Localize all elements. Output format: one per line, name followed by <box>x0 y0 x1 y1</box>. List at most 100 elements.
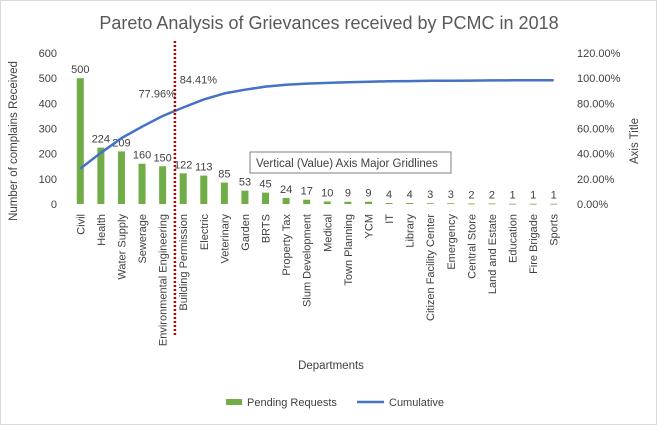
right-tick-label: 80.00% <box>577 98 615 110</box>
category-label: Veterinary <box>219 214 231 264</box>
cumulative-annotations: 77.96%84.41% <box>139 74 218 100</box>
category-label: Citizen Facility Center <box>425 214 437 321</box>
left-axis-ticks: 0 100 200 300 400 500 600 <box>39 48 57 211</box>
bar <box>447 203 455 205</box>
legend-swatch-pending <box>226 399 242 405</box>
category-label: Health <box>96 214 108 246</box>
bar <box>200 175 208 204</box>
right-tick-label: 60.00% <box>577 124 615 136</box>
bar-data-label: 224 <box>92 134 110 146</box>
bar-data-label: 3 <box>448 189 454 201</box>
right-tick-label: 0.00% <box>577 199 608 211</box>
cumulative-annotation: 77.96% <box>139 88 177 100</box>
category-label: Environmental Engineering <box>158 214 170 346</box>
category-label: Fire Brigade <box>528 214 540 274</box>
bar-data-label: 122 <box>174 159 192 171</box>
bar <box>117 151 125 204</box>
bar-data-label: 85 <box>218 169 230 181</box>
category-label: Sports <box>549 214 561 246</box>
bar-data-label: 45 <box>259 179 271 191</box>
bar-data-label: 10 <box>321 187 333 199</box>
bar <box>76 78 84 204</box>
y-axis-title: Number of complains Received <box>8 61 20 221</box>
bar <box>467 203 475 205</box>
bar <box>509 203 517 205</box>
left-tick-label: 300 <box>39 124 57 136</box>
right-tick-label: 40.00% <box>577 149 615 161</box>
category-label: Electric <box>199 214 211 251</box>
bar-data-label: 4 <box>386 189 392 201</box>
category-label: Civil <box>75 214 87 235</box>
bar-data-label: 24 <box>280 184 292 196</box>
category-label: Water Supply <box>116 214 128 280</box>
bar-data-label: 1 <box>530 190 536 202</box>
category-label: Education <box>508 214 520 263</box>
category-label: Medical <box>322 214 334 252</box>
category-label: Central Store <box>466 214 478 279</box>
category-label: Building Permission <box>178 214 190 311</box>
bar <box>282 197 290 204</box>
bar-data-label: 53 <box>239 177 251 189</box>
y2-axis-title: Axis Title <box>629 118 641 164</box>
legend-item-cumulative[interactable]: Cumulative <box>357 397 444 409</box>
right-tick-label: 20.00% <box>577 174 615 186</box>
category-label: Emergency <box>446 214 458 270</box>
bar <box>488 203 496 205</box>
bar <box>344 201 352 204</box>
category-label: Garden <box>240 214 252 251</box>
legend-item-pending[interactable]: Pending Requests <box>226 397 337 409</box>
left-tick-label: 200 <box>39 149 57 161</box>
legend[interactable]: Pending Requests Cumulative <box>226 397 444 409</box>
left-tick-label: 100 <box>39 174 57 186</box>
bar <box>138 163 146 204</box>
gridlines-tooltip: Vertical (Value) Axis Major Gridlines <box>249 151 452 174</box>
category-label: Land and Estate <box>487 214 499 294</box>
chart-title: Pareto Analysis of Grievances received b… <box>99 13 558 33</box>
bar-data-label: 2 <box>468 189 474 201</box>
cumulative-line <box>79 78 554 170</box>
bar <box>385 202 393 204</box>
bar <box>323 201 331 204</box>
bar <box>220 182 228 204</box>
bar-data-label: 3 <box>427 189 433 201</box>
right-tick-label: 120.00% <box>577 48 621 60</box>
cumulative-series <box>79 78 554 170</box>
bar <box>97 147 105 204</box>
bar-data-label: 160 <box>133 150 151 162</box>
bar <box>426 203 434 205</box>
bar-data-label: 17 <box>301 186 313 198</box>
category-label: Library <box>405 214 417 248</box>
category-label: IT <box>384 214 396 224</box>
bar <box>406 202 414 204</box>
bar <box>159 166 167 204</box>
legend-label-pending: Pending Requests <box>247 397 337 409</box>
bar <box>241 190 249 204</box>
category-axis-labels: Civil Health Water Supply Sewerage Environme… <box>75 214 560 347</box>
tooltip-box <box>249 151 452 174</box>
bar-series <box>76 78 558 205</box>
category-label: Sewerage <box>137 214 149 264</box>
bar-data-label: 1 <box>551 190 557 202</box>
bar-data-label: 9 <box>345 188 351 200</box>
bar <box>303 199 311 204</box>
left-tick-label: 0 <box>51 199 57 211</box>
category-label: Town Planning <box>343 214 355 286</box>
bar-data-label: 1 <box>509 190 515 202</box>
category-label: Slum Development <box>302 214 314 307</box>
bar <box>364 201 372 204</box>
left-tick-label: 600 <box>39 48 57 60</box>
bar-data-label: 2 <box>489 189 495 201</box>
category-label: BRTS <box>261 214 273 243</box>
right-tick-label: 100.00% <box>577 73 621 85</box>
category-label: Property Tax <box>281 214 293 276</box>
bar-data-label: 4 <box>407 189 413 201</box>
bar-data-label: 500 <box>71 64 89 76</box>
category-label: YCM <box>363 214 375 238</box>
x-axis-title: Departments <box>298 360 364 372</box>
bar <box>529 203 537 205</box>
bar-data-label: 150 <box>153 152 171 164</box>
bar <box>262 192 270 204</box>
